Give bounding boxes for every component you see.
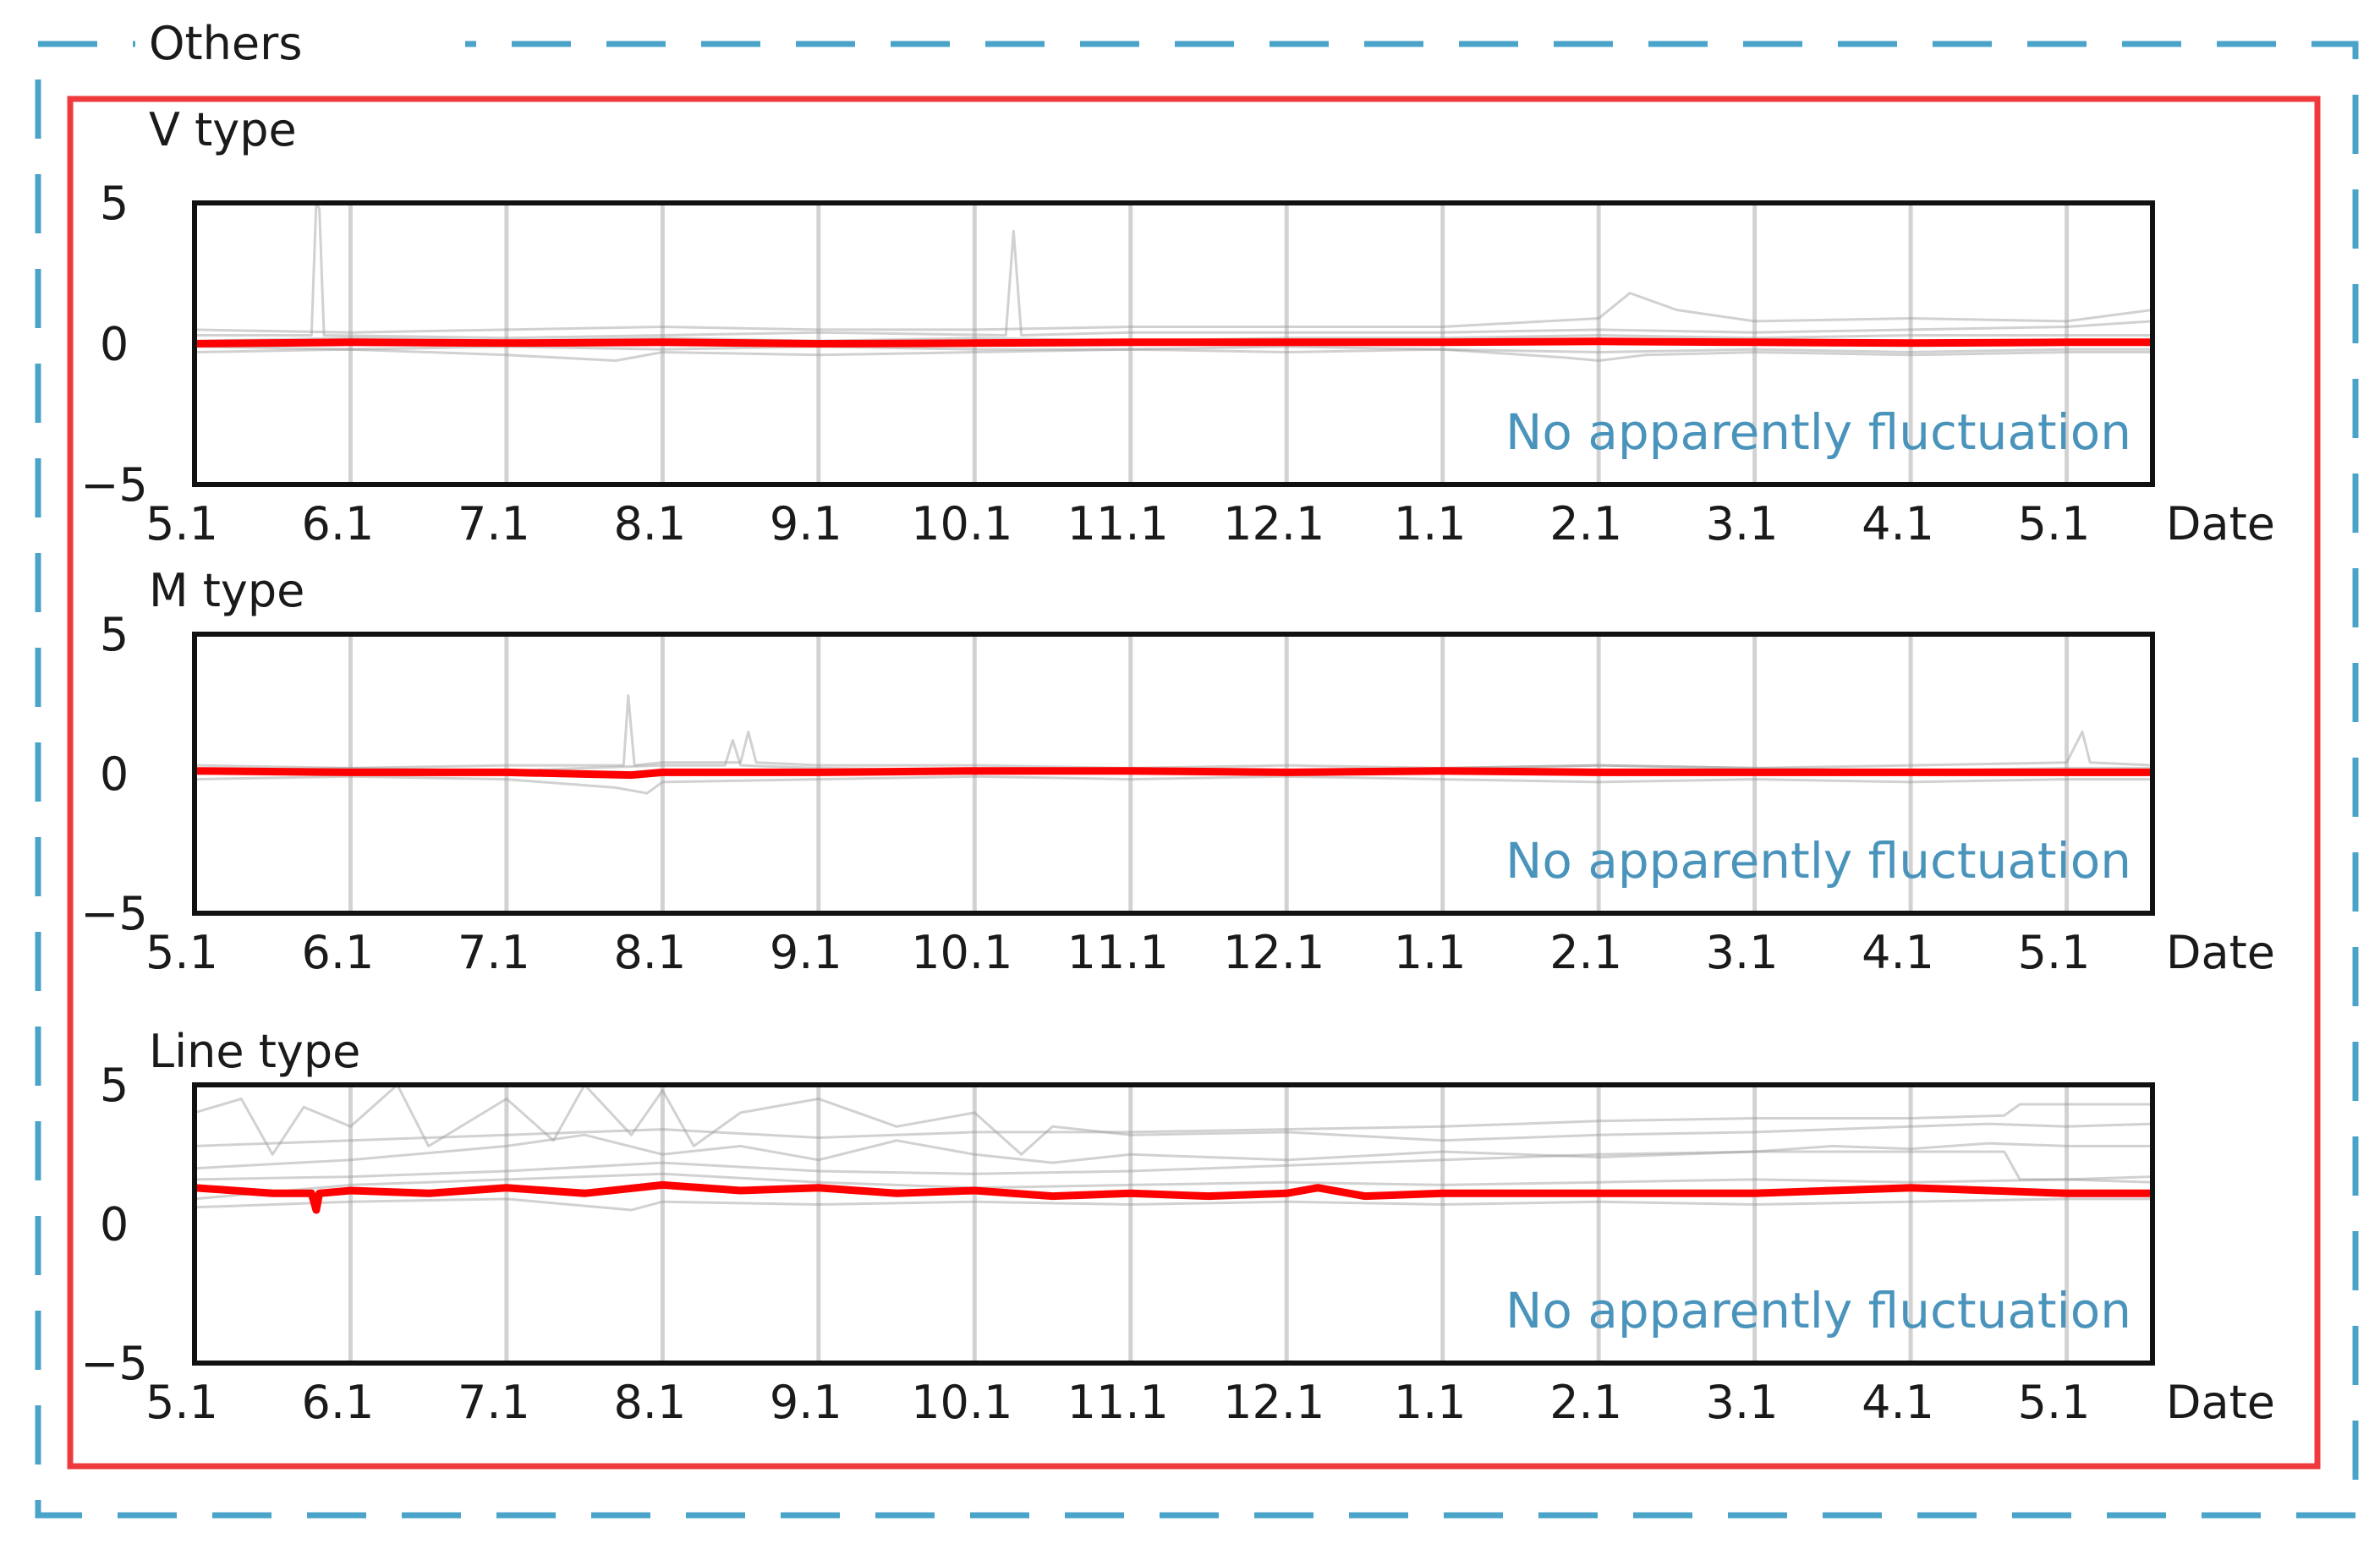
x-tick-label: 9.1 <box>770 497 842 550</box>
inner-solid-frame <box>67 96 2321 1470</box>
x-tick-label: 12.1 <box>1223 1376 1324 1429</box>
annotation-text: No apparently fluctuation <box>1505 832 2131 890</box>
y-tick-label: −5 <box>80 458 148 512</box>
background-series-line <box>195 1172 2152 1201</box>
background-series-line <box>195 694 2152 769</box>
x-tick-label: 5.1 <box>2018 1376 2091 1429</box>
background-series-line <box>195 1197 2152 1212</box>
x-tick-label: 5.1 <box>145 926 218 979</box>
x-tick-label: 6.1 <box>302 497 375 550</box>
x-tick-label: 1.1 <box>1394 1376 1467 1429</box>
y-tick-label: 5 <box>100 608 129 661</box>
highlight-series-line <box>195 337 2152 348</box>
y-tick-label: −5 <box>80 1337 148 1390</box>
x-tick-label: 3.1 <box>1706 497 1779 550</box>
x-tick-label: 2.1 <box>1549 1376 1622 1429</box>
background-series-line <box>195 1103 2152 1147</box>
x-tick-label: 4.1 <box>1862 1376 1934 1429</box>
x-tick-label: 3.1 <box>1706 1376 1779 1429</box>
x-axis-label: Date <box>2166 1376 2275 1429</box>
y-tick-label: 0 <box>100 1198 129 1251</box>
panel-title: Line type <box>149 1025 360 1078</box>
highlight-series-line <box>195 1180 2152 1214</box>
x-tick-label: 5.1 <box>145 497 218 550</box>
y-tick-label: 0 <box>100 747 129 801</box>
x-tick-label: 10.1 <box>911 926 1012 979</box>
y-tick-label: −5 <box>80 887 148 940</box>
background-series-line <box>195 345 2152 353</box>
x-tick-label: 5.1 <box>145 1376 218 1429</box>
x-tick-label: 2.1 <box>1549 926 1622 979</box>
plot-area-border <box>192 1082 2155 1366</box>
outer-dashed-frame <box>35 41 2359 1519</box>
x-tick-label: 8.1 <box>613 1376 686 1429</box>
plot-area-border <box>192 200 2155 487</box>
x-tick-label: 8.1 <box>613 497 686 550</box>
x-tick-label: 12.1 <box>1223 926 1324 979</box>
y-tick-label: 5 <box>100 177 129 230</box>
x-tick-label: 11.1 <box>1067 497 1169 550</box>
background-series-line <box>195 1085 2152 1156</box>
background-series-line <box>195 775 2152 795</box>
x-tick-label: 6.1 <box>302 1376 375 1429</box>
x-tick-label: 1.1 <box>1394 497 1467 550</box>
annotation-text: No apparently fluctuation <box>1505 1282 2131 1339</box>
background-series-line <box>195 203 2152 340</box>
background-series-line <box>195 292 2152 334</box>
x-tick-label: 5.1 <box>2018 497 2091 550</box>
x-axis-label: Date <box>2166 497 2275 550</box>
y-tick-label: 0 <box>100 318 129 371</box>
background-series-line <box>195 1150 2152 1184</box>
x-tick-label: 6.1 <box>302 926 375 979</box>
y-tick-label: 5 <box>100 1059 129 1112</box>
group-title: Others <box>149 17 302 70</box>
x-tick-label: 4.1 <box>1862 497 1934 550</box>
x-tick-label: 7.1 <box>458 497 530 550</box>
x-axis-label: Date <box>2166 926 2275 979</box>
x-tick-label: 12.1 <box>1223 497 1324 550</box>
x-tick-label: 4.1 <box>1862 926 1934 979</box>
x-tick-label: 9.1 <box>770 926 842 979</box>
panel-title: M type <box>149 564 304 617</box>
x-tick-label: 11.1 <box>1067 926 1169 979</box>
x-tick-label: 10.1 <box>911 497 1012 550</box>
panel-title: V type <box>149 103 297 156</box>
x-tick-label: 11.1 <box>1067 1376 1169 1429</box>
highlight-series-line <box>195 767 2152 780</box>
x-tick-label: 3.1 <box>1706 926 1779 979</box>
annotation-text: No apparently fluctuation <box>1505 403 2131 461</box>
background-series-line <box>195 348 2152 362</box>
plot-area-border <box>192 632 2155 916</box>
x-tick-label: 1.1 <box>1394 926 1467 979</box>
background-series-line <box>195 1133 2152 1170</box>
x-tick-label: 10.1 <box>911 1376 1012 1429</box>
x-tick-label: 7.1 <box>458 1376 530 1429</box>
x-tick-label: 8.1 <box>613 926 686 979</box>
x-tick-label: 2.1 <box>1549 497 1622 550</box>
x-tick-label: 5.1 <box>2018 926 2091 979</box>
group-title-background <box>135 17 465 76</box>
x-tick-label: 7.1 <box>458 926 530 979</box>
x-tick-label: 9.1 <box>770 1376 842 1429</box>
